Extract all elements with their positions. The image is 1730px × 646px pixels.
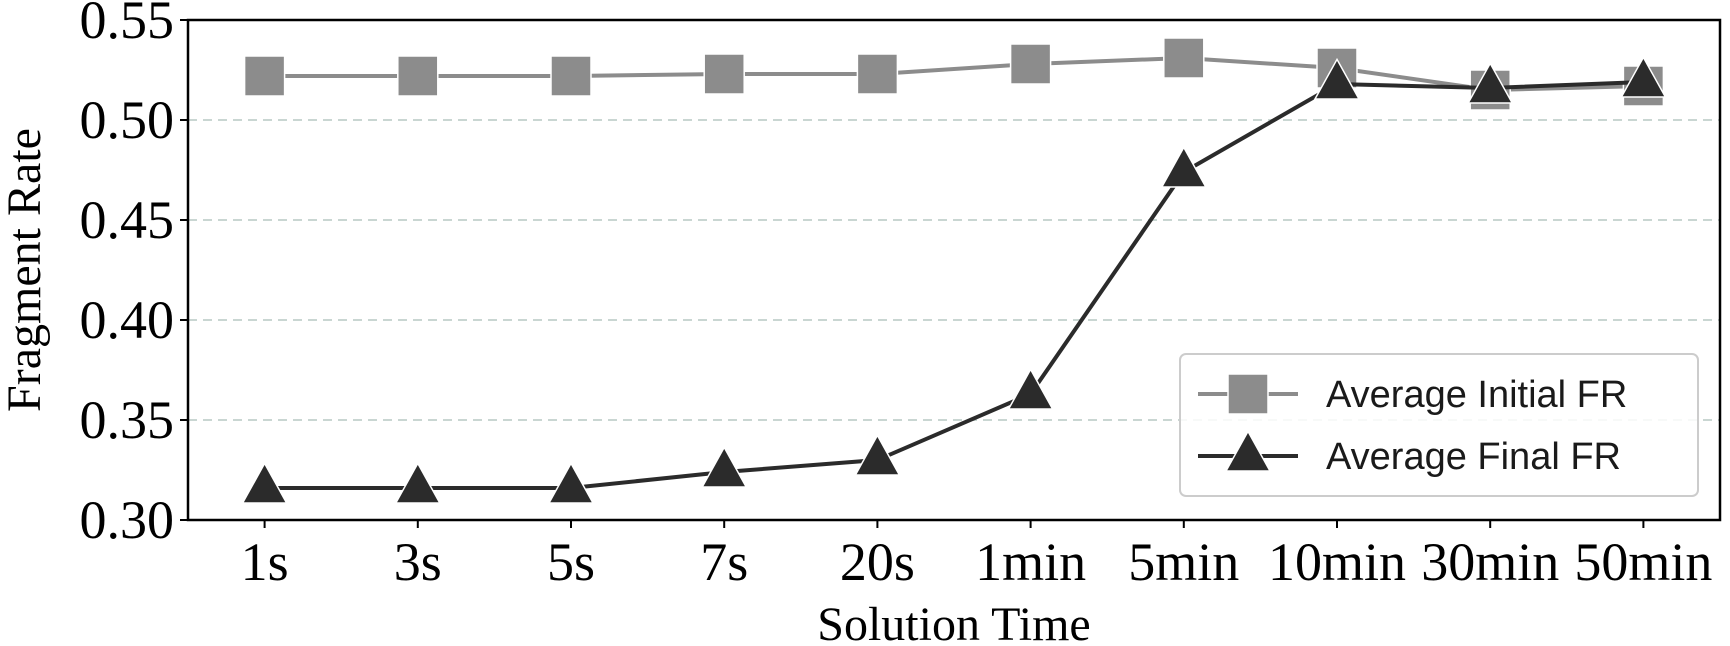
x-tick-label: 5min	[1128, 532, 1239, 592]
y-axis-label: Fragment Rate	[0, 128, 51, 412]
y-tick-label: 0.45	[80, 190, 175, 250]
x-tick-label: 1min	[975, 532, 1086, 592]
data-point	[703, 53, 745, 95]
x-tick-labels: 1s 3s 5s 7s 20s 1min 5min 10min 30min 50min	[241, 520, 1712, 592]
series-line	[264, 55, 1644, 93]
legend-item: Average Initial FR	[1198, 373, 1627, 416]
data-point	[1160, 145, 1208, 188]
x-tick-label: 10min	[1268, 532, 1406, 592]
data-point	[397, 55, 439, 97]
series-line	[264, 80, 1644, 490]
data-point	[700, 445, 748, 488]
series-average-initial-fr	[243, 37, 1665, 111]
series-average-final-fr	[241, 55, 1667, 504]
y-tick-label: 0.40	[80, 290, 175, 350]
data-point	[1620, 55, 1667, 98]
data-point	[1007, 367, 1054, 410]
data-point	[854, 433, 901, 476]
data-point	[856, 53, 899, 95]
legend-box	[1179, 353, 1699, 497]
legend-marker	[1224, 429, 1272, 472]
data-point	[547, 461, 595, 504]
x-tick-label: 3s	[394, 532, 442, 592]
data-point	[1163, 37, 1205, 79]
x-tick-label: 7s	[700, 532, 748, 592]
x-tick-label: 50min	[1574, 532, 1712, 592]
x-tick-label: 30min	[1421, 532, 1559, 592]
series-layer	[241, 37, 1667, 504]
legend-marker	[1227, 373, 1269, 415]
y-tick-label: 0.55	[80, 0, 175, 50]
data-point	[1009, 43, 1052, 85]
y-tick-label: 0.50	[80, 90, 175, 150]
plot-frame	[186, 18, 1722, 522]
y-tick-label: 0.30	[80, 490, 175, 550]
data-point	[550, 55, 592, 97]
legend: Average Initial FR Average Final FR	[1179, 353, 1699, 497]
x-tick-label: 5s	[547, 532, 595, 592]
legend-label: Average Final FR	[1326, 436, 1621, 478]
data-point	[243, 55, 286, 97]
legend-items: Average Initial FR Average Final FR	[1198, 373, 1627, 478]
x-tick-label: 1s	[241, 532, 289, 592]
y-tick-label: 0.35	[80, 390, 175, 450]
legend-label: Average Initial FR	[1326, 374, 1627, 416]
data-point	[241, 461, 288, 504]
data-point	[1313, 57, 1361, 100]
y-tick-labels: 0.30 0.35 0.40 0.45 0.50 0.55	[80, 0, 188, 550]
data-point	[394, 461, 442, 504]
legend-item: Average Final FR	[1198, 429, 1621, 478]
x-tick-label: 20s	[840, 532, 915, 592]
x-axis-label: Solution Time	[817, 598, 1090, 646]
data-point	[1466, 61, 1514, 104]
